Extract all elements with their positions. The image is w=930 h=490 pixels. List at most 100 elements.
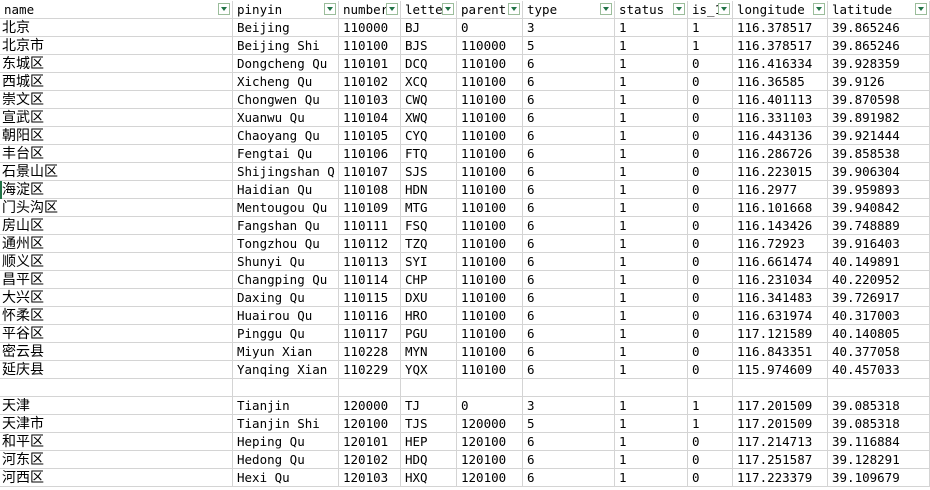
cell-is-flag[interactable]: 0 — [688, 289, 733, 307]
filter-dropdown-icon[interactable] — [813, 3, 825, 15]
cell-status[interactable]: 1 — [615, 37, 688, 55]
cell-letter[interactable]: TJ — [401, 397, 457, 415]
cell-type[interactable]: 6 — [523, 469, 615, 487]
cell-longitude[interactable]: 116.631974 — [733, 307, 828, 325]
cell-latitude[interactable]: 39.116884 — [828, 433, 930, 451]
cell-name[interactable]: 房山区 — [0, 217, 233, 235]
cell-pinyin[interactable]: Haidian Qu — [233, 181, 339, 199]
cell-pinyin[interactable]: Xuanwu Qu — [233, 109, 339, 127]
cell-longitude[interactable]: 117.121589 — [733, 325, 828, 343]
cell-is-flag[interactable]: 0 — [688, 235, 733, 253]
cell-pinyin[interactable]: Xicheng Qu — [233, 73, 339, 91]
cell-letter[interactable] — [401, 379, 457, 397]
cell-pinyin[interactable]: Pinggu Qu — [233, 325, 339, 343]
cell-number[interactable]: 110107 — [339, 163, 401, 181]
cell-letter[interactable]: HEP — [401, 433, 457, 451]
cell-letter[interactable]: MYN — [401, 343, 457, 361]
cell-letter[interactable]: PGU — [401, 325, 457, 343]
cell-name[interactable]: 朝阳区 — [0, 127, 233, 145]
cell-latitude[interactable]: 39.865246 — [828, 37, 930, 55]
cell-type[interactable]: 5 — [523, 37, 615, 55]
cell-name[interactable]: 天津市 — [0, 415, 233, 433]
cell-latitude[interactable]: 39.109679 — [828, 469, 930, 487]
cell-parent[interactable]: 110100 — [457, 253, 523, 271]
cell-number[interactable]: 110104 — [339, 109, 401, 127]
cell-longitude[interactable]: 116.341483 — [733, 289, 828, 307]
cell-status[interactable]: 1 — [615, 217, 688, 235]
cell-pinyin[interactable]: Tianjin Shi — [233, 415, 339, 433]
cell-number[interactable]: 110114 — [339, 271, 401, 289]
cell-parent[interactable]: 110100 — [457, 127, 523, 145]
cell-type[interactable]: 6 — [523, 433, 615, 451]
cell-type[interactable]: 6 — [523, 325, 615, 343]
cell-type[interactable]: 6 — [523, 127, 615, 145]
cell-parent[interactable]: 110100 — [457, 181, 523, 199]
cell-is-flag[interactable]: 1 — [688, 415, 733, 433]
cell-pinyin[interactable]: Mentougou Qu — [233, 199, 339, 217]
cell-type[interactable]: 6 — [523, 91, 615, 109]
filter-dropdown-icon[interactable] — [218, 3, 230, 15]
cell-latitude[interactable]: 40.149891 — [828, 253, 930, 271]
cell-name[interactable]: 北京 — [0, 19, 233, 37]
cell-longitude[interactable]: 116.2977 — [733, 181, 828, 199]
cell-status[interactable]: 1 — [615, 271, 688, 289]
cell-latitude[interactable]: 39.865246 — [828, 19, 930, 37]
cell-latitude[interactable]: 39.858538 — [828, 145, 930, 163]
cell-status[interactable] — [615, 379, 688, 397]
cell-parent[interactable]: 0 — [457, 397, 523, 415]
cell-letter[interactable]: BJS — [401, 37, 457, 55]
cell-longitude[interactable]: 116.286726 — [733, 145, 828, 163]
cell-longitude[interactable]: 116.231034 — [733, 271, 828, 289]
cell-letter[interactable]: HXQ — [401, 469, 457, 487]
cell-parent[interactable]: 110100 — [457, 361, 523, 379]
cell-type[interactable]: 5 — [523, 415, 615, 433]
cell-status[interactable]: 1 — [615, 307, 688, 325]
cell-parent[interactable]: 110100 — [457, 271, 523, 289]
column-header-latitude[interactable]: latitude — [828, 1, 930, 19]
cell-number[interactable]: 110112 — [339, 235, 401, 253]
cell-name[interactable]: 和平区 — [0, 433, 233, 451]
cell-longitude[interactable]: 117.251587 — [733, 451, 828, 469]
cell-is-flag[interactable]: 0 — [688, 109, 733, 127]
cell-is-flag[interactable]: 0 — [688, 163, 733, 181]
cell-longitude[interactable]: 116.443136 — [733, 127, 828, 145]
column-header-letter[interactable]: lette — [401, 1, 457, 19]
cell-number[interactable]: 110103 — [339, 91, 401, 109]
cell-pinyin[interactable]: Huairou Qu — [233, 307, 339, 325]
cell-latitude[interactable]: 39.085318 — [828, 415, 930, 433]
cell-longitude[interactable]: 116.331103 — [733, 109, 828, 127]
cell-name[interactable]: 丰台区 — [0, 145, 233, 163]
filter-dropdown-icon[interactable] — [442, 3, 454, 15]
cell-status[interactable]: 1 — [615, 469, 688, 487]
cell-letter[interactable]: BJ — [401, 19, 457, 37]
cell-pinyin[interactable]: Fangshan Qu — [233, 217, 339, 235]
cell-number[interactable]: 110111 — [339, 217, 401, 235]
cell-parent[interactable]: 110000 — [457, 37, 523, 55]
cell-name[interactable]: 石景山区 — [0, 163, 233, 181]
cell-is-flag[interactable]: 0 — [688, 469, 733, 487]
cell-status[interactable]: 1 — [615, 19, 688, 37]
cell-type[interactable]: 3 — [523, 19, 615, 37]
cell-status[interactable]: 1 — [615, 253, 688, 271]
cell-pinyin[interactable]: Fengtai Qu — [233, 145, 339, 163]
filter-dropdown-icon[interactable] — [600, 3, 612, 15]
cell-latitude[interactable]: 40.377058 — [828, 343, 930, 361]
cell-name[interactable]: 怀柔区 — [0, 307, 233, 325]
cell-number[interactable]: 120000 — [339, 397, 401, 415]
cell-is-flag[interactable]: 0 — [688, 217, 733, 235]
cell-type[interactable]: 6 — [523, 451, 615, 469]
column-header-status[interactable]: status — [615, 1, 688, 19]
cell-number[interactable]: 110102 — [339, 73, 401, 91]
cell-pinyin[interactable]: Tongzhou Qu — [233, 235, 339, 253]
cell-parent[interactable]: 110100 — [457, 163, 523, 181]
cell-pinyin[interactable]: Heping Qu — [233, 433, 339, 451]
cell-parent[interactable]: 110100 — [457, 235, 523, 253]
cell-is-flag[interactable]: 0 — [688, 325, 733, 343]
cell-status[interactable]: 1 — [615, 55, 688, 73]
column-header-is-flag[interactable]: is_1 — [688, 1, 733, 19]
cell-is-flag[interactable]: 0 — [688, 91, 733, 109]
column-header-name[interactable]: name — [0, 1, 233, 19]
cell-latitude[interactable]: 39.128291 — [828, 451, 930, 469]
cell-pinyin[interactable]: Dongcheng Qu — [233, 55, 339, 73]
cell-parent[interactable]: 110100 — [457, 199, 523, 217]
